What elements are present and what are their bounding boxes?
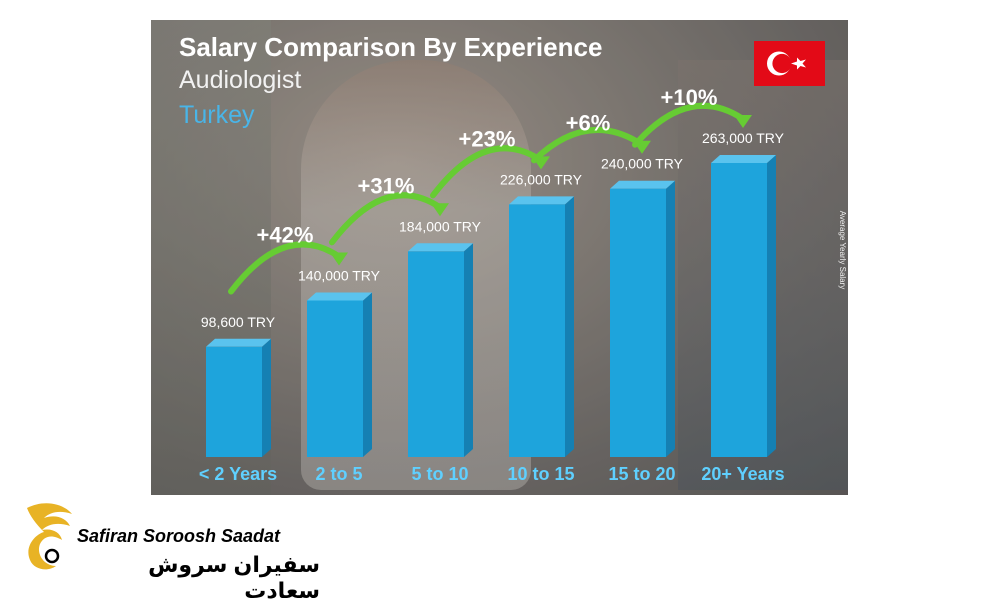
value-label-4: 226,000 TRY (500, 171, 583, 187)
value-label-2: 140,000 TRY (298, 267, 381, 283)
change-label-3: +23% (459, 126, 516, 151)
turkey-flag-icon (754, 41, 825, 86)
category-label-4: 10 to 15 (507, 464, 574, 484)
bar-3 (408, 243, 473, 457)
bar-2 (307, 292, 372, 457)
change-label-1: +42% (257, 222, 314, 247)
chart-title: Salary Comparison By Experience (179, 32, 602, 62)
value-label-1: 98,600 TRY (201, 314, 276, 330)
chart-panel: Salary Comparison By Experience Audiolog… (151, 20, 848, 495)
value-label-3: 184,000 TRY (399, 218, 482, 234)
change-label-5: +10% (661, 85, 718, 110)
chart-country: Turkey (179, 101, 255, 129)
brand-name-english: Safiran Soroosh Saadat (77, 526, 281, 546)
change-label-2: +31% (358, 173, 415, 198)
category-labels-group: < 2 Years 2 to 5 5 to 10 10 to 15 15 to 20 20… (199, 464, 785, 484)
value-label-5: 240,000 TRY (601, 156, 684, 172)
change-arrow-4: +6% (531, 111, 651, 164)
bar-4 (509, 196, 574, 458)
category-label-3: 5 to 10 (411, 464, 468, 484)
change-arrow-1: +42% (228, 222, 348, 295)
bar-6 (711, 155, 776, 457)
change-arrow-2: +31% (329, 173, 449, 246)
chart-subtitle: Audiologist (179, 66, 301, 94)
change-label-4: +6% (566, 111, 611, 136)
bars-group: 98,600 TRY 140,000 TRY 184,000 TRY 226,000 … (201, 130, 785, 458)
category-label-6: 20+ Years (701, 464, 784, 484)
change-arrow-3: +23% (430, 126, 550, 199)
category-label-5: 15 to 20 (608, 464, 675, 484)
category-label-1: < 2 Years (199, 464, 277, 484)
change-arrow-5: +10% (632, 85, 752, 148)
bar-5 (610, 180, 675, 457)
category-label-2: 2 to 5 (315, 464, 362, 484)
bar-1 (206, 338, 271, 457)
brand-name-persian: سفیران سروش سعادت (148, 552, 320, 603)
y-axis-label: Average Yearly Salary (838, 211, 847, 290)
value-label-6: 263,000 TRY (702, 130, 785, 146)
bird-logo-icon (27, 503, 72, 570)
company-logo: Safiran Soroosh Saadat سفیران سروش سعادت (20, 500, 320, 603)
change-arrows-group: +42% +31% +23% +6% +10% (228, 85, 752, 295)
salary-chart: Salary Comparison By Experience Audiolog… (179, 32, 847, 484)
